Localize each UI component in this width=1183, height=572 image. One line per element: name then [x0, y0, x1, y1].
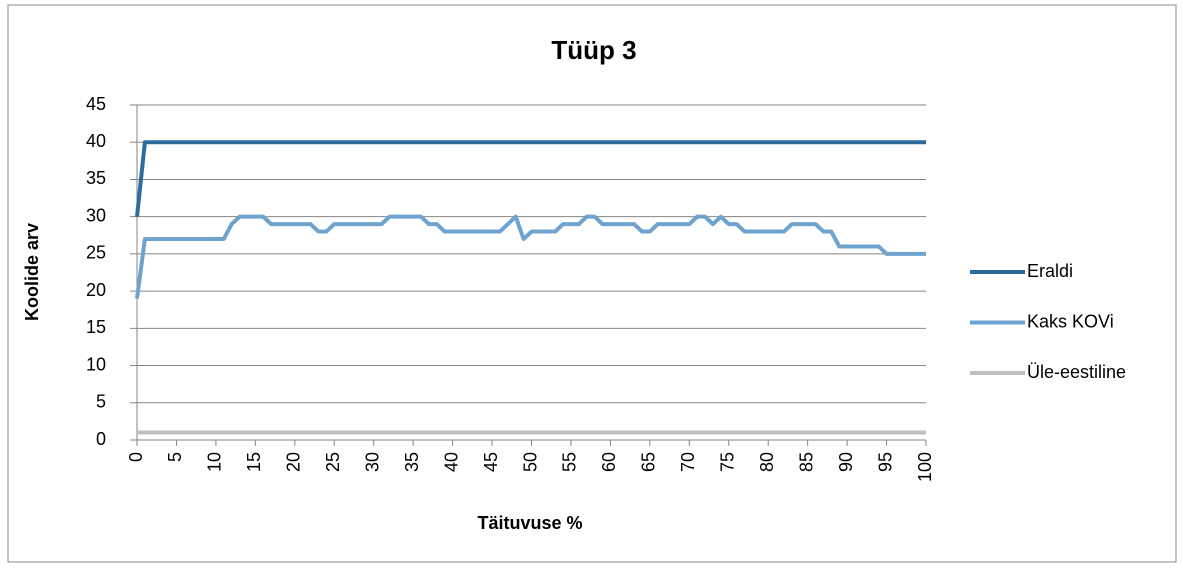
x-tick-label: 80	[757, 452, 777, 472]
x-tick-label: 55	[560, 452, 580, 472]
y-tick-label: 45	[86, 94, 106, 114]
y-tick-label: 5	[96, 392, 106, 412]
x-tick-label: 95	[875, 452, 895, 472]
x-tick-label: 25	[323, 452, 343, 472]
series-line	[135, 214, 926, 299]
x-axis-label: Täituvuse %	[477, 513, 582, 533]
x-tick-label: 10	[205, 452, 225, 472]
y-tick-label: 25	[86, 243, 106, 263]
x-tick-label: 5	[165, 452, 185, 462]
y-tick-label: 30	[86, 205, 106, 225]
x-tick-label: 40	[441, 452, 461, 472]
x-tick-label: 65	[639, 452, 659, 472]
x-tick-label: 100	[915, 452, 935, 482]
legend-label: Eraldi	[1027, 261, 1073, 281]
legend-label: Kaks KOVi	[1027, 311, 1114, 331]
x-tick-label: 70	[678, 452, 698, 472]
y-tick-label: 15	[86, 317, 106, 337]
x-tick-label: 0	[126, 452, 146, 462]
y-tick-label: 10	[86, 354, 106, 374]
legend-label: Üle-eestiline	[1027, 362, 1126, 382]
x-tick-label: 90	[836, 452, 856, 472]
chart-title: Tüüp 3	[551, 35, 636, 65]
y-tick-label: 20	[86, 280, 106, 300]
x-tick-label: 75	[718, 452, 738, 472]
x-tick-label: 85	[796, 452, 816, 472]
y-tick-label: 35	[86, 168, 106, 188]
x-tick-label: 35	[402, 452, 422, 472]
series-line	[135, 140, 926, 217]
x-tick-label: 20	[284, 452, 304, 472]
x-tick-label: 15	[244, 452, 264, 472]
x-tick-label: 45	[481, 452, 501, 472]
x-tick-label: 50	[520, 452, 540, 472]
y-tick-label: 0	[96, 429, 106, 449]
x-tick-label: 60	[599, 452, 619, 472]
chart-border	[7, 4, 1177, 563]
y-axis-label: Koolide arv	[22, 223, 42, 321]
y-tick-label: 40	[86, 131, 106, 151]
x-tick-label: 30	[362, 452, 382, 472]
